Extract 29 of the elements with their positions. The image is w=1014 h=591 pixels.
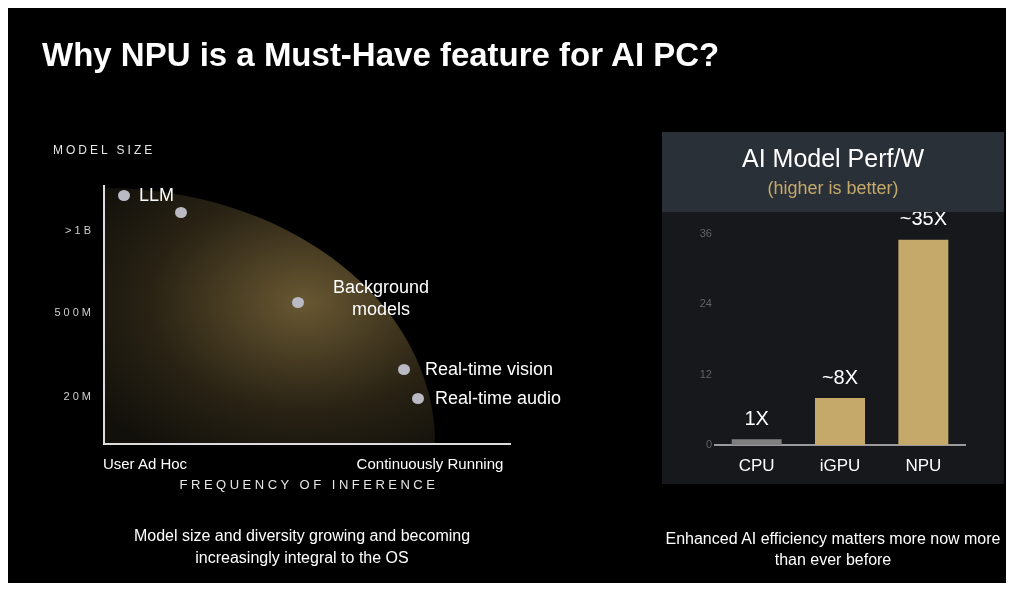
text: Real-time vision (425, 358, 554, 380)
text: User Ad Hoc (101, 454, 189, 474)
bar (815, 398, 865, 445)
chart-subtitle: (higher is better) (766, 178, 900, 199)
y-tick-label: 0 (705, 438, 712, 451)
text: Why NPU is a Must-Have feature for AI PC? (42, 36, 720, 74)
text: 500M (53, 305, 94, 320)
data-label: ~35X (899, 207, 947, 230)
data-label: ~8X (821, 365, 859, 388)
chart-title: AI Model Perf/W (741, 144, 925, 173)
text: Model size and diversity growing and becoming increasingly integral to the OS (132, 526, 472, 568)
bar (731, 439, 782, 445)
text: FREQUENCY OF INFERENCE (178, 477, 440, 492)
text: >1B (64, 223, 94, 238)
x-tick-label: iGPU (819, 455, 861, 475)
text: Enhanced AI efficiency matters more now more than ever before (664, 529, 1002, 570)
x-tick-label: CPU (738, 455, 775, 475)
text: MODEL SIZE (53, 143, 156, 157)
text: Real-time audio (435, 387, 562, 409)
text: 20M (62, 389, 94, 404)
bar (898, 239, 949, 445)
text: Continuously Running (355, 454, 505, 474)
data-label: 1X (744, 406, 769, 429)
y-tick-label: 24 (699, 297, 712, 310)
y-tick-label: 12 (699, 367, 712, 380)
x-tick-label: NPU (905, 455, 942, 475)
text: Background models (331, 276, 431, 320)
y-tick-label: 36 (699, 227, 712, 240)
text: LLM (139, 184, 175, 206)
